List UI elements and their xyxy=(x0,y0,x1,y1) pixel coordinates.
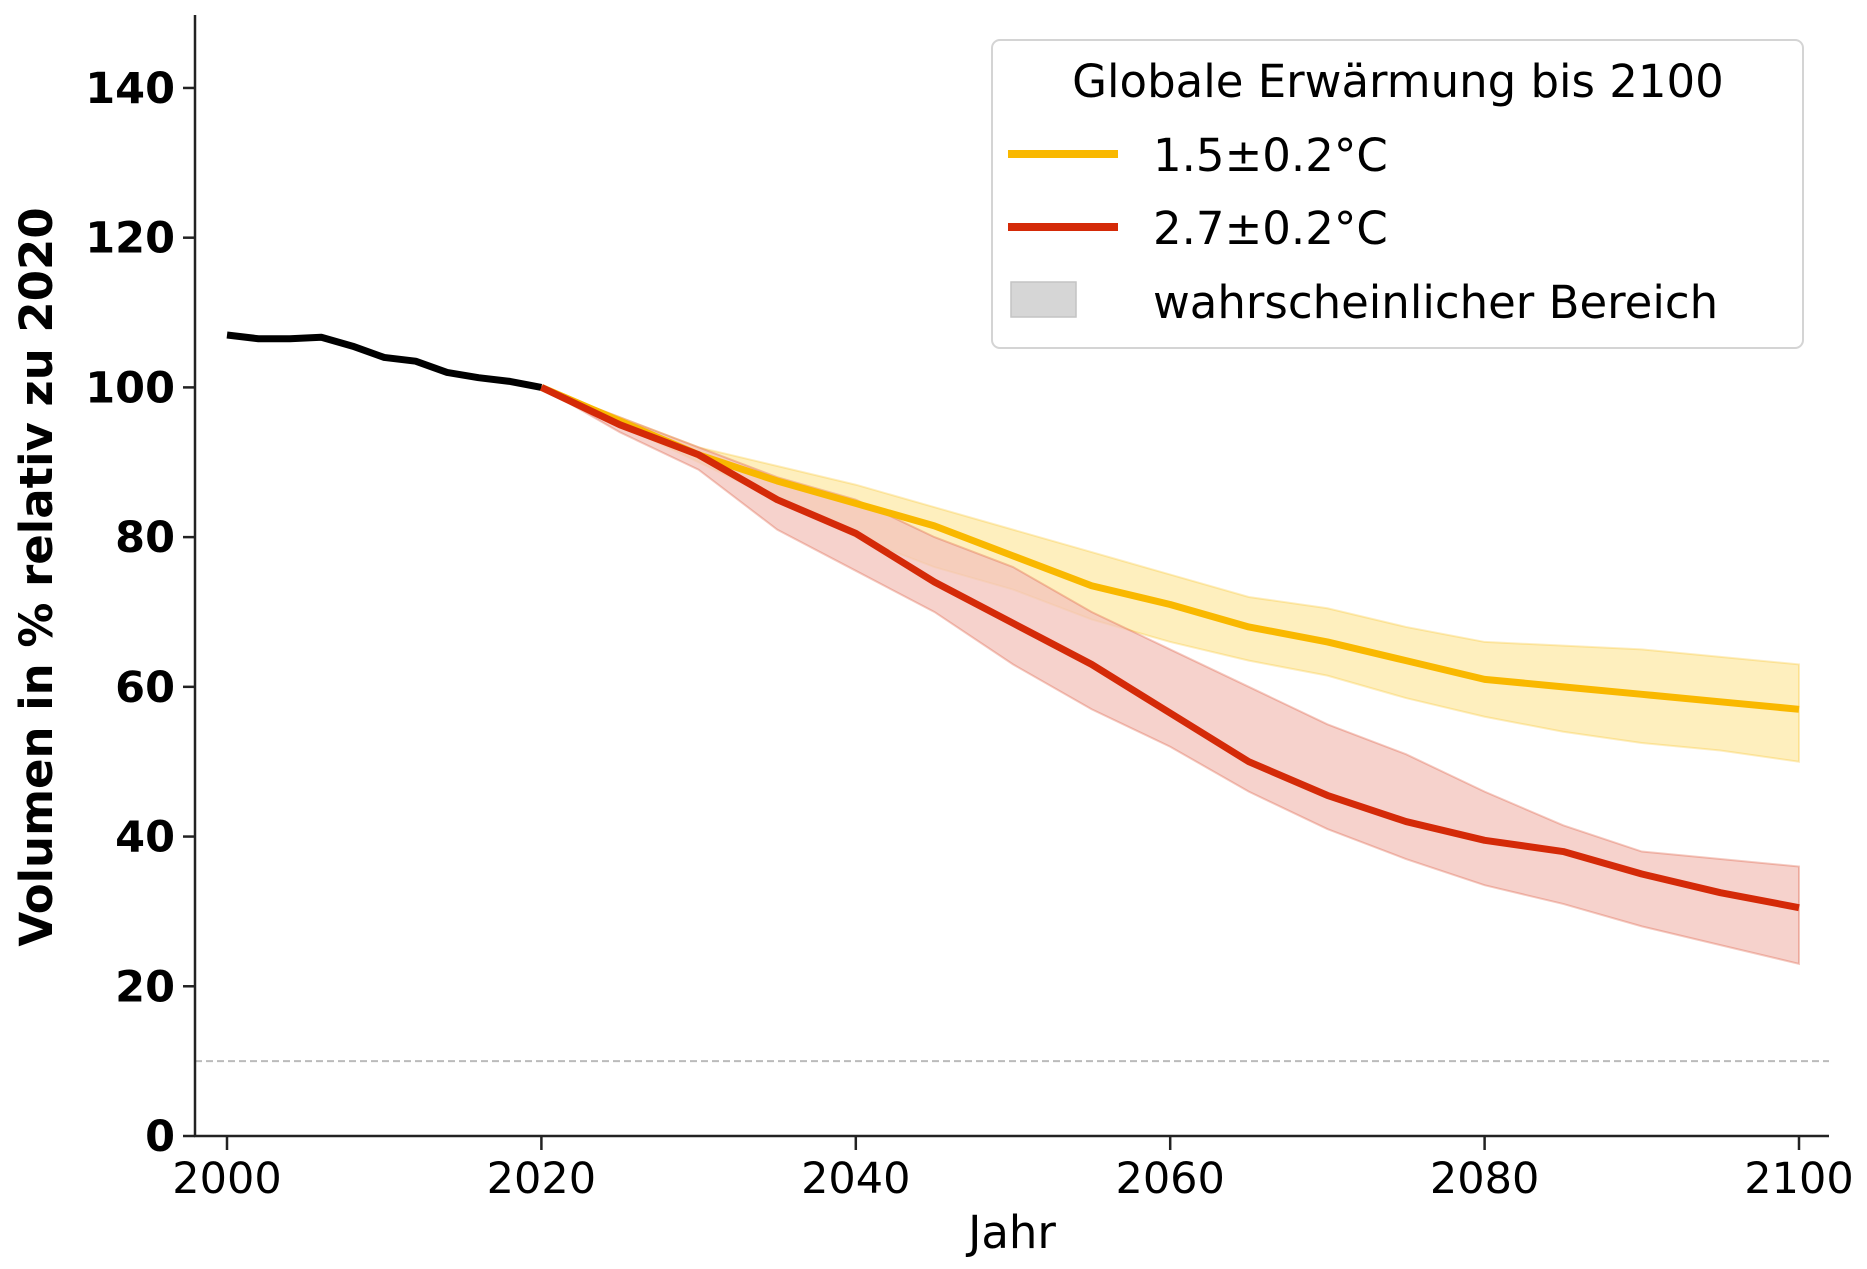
x-tick-label: 2020 xyxy=(487,1154,596,1204)
y-tick-label: 80 xyxy=(115,513,175,563)
x-tick-label: 2060 xyxy=(1115,1154,1224,1204)
historical-line xyxy=(226,331,543,391)
y-ticks: 0 20 40 60 80 100 120 140 xyxy=(85,64,195,1162)
x-tick-label: 2040 xyxy=(801,1154,910,1204)
series-lines xyxy=(226,331,1800,912)
x-tick-label: 2100 xyxy=(1744,1154,1853,1204)
x-tick-label: 2000 xyxy=(172,1154,281,1204)
y-tick-label: 100 xyxy=(85,363,175,413)
x-tick-label: 2080 xyxy=(1430,1154,1539,1204)
series-line-1 xyxy=(539,384,1800,912)
y-tick-label: 140 xyxy=(85,64,175,114)
y-tick-label: 0 xyxy=(145,1112,175,1162)
y-tick-label: 60 xyxy=(115,663,175,713)
legend-entry-range: wahrscheinlicher Bereich xyxy=(1153,276,1718,329)
legend-frame xyxy=(991,39,1804,349)
y-tick-label: 40 xyxy=(115,813,175,863)
x-axis-label: Jahr xyxy=(965,1206,1056,1259)
legend-entry-1-5: 1.5±0.2°C xyxy=(1153,129,1388,182)
legend: Globale Erwärmung bis 2100 1.5±0.2°C 2.7… xyxy=(991,39,1804,349)
series-line-0 xyxy=(540,384,1800,713)
x-ticks: 2000 2020 2040 2060 2080 2100 xyxy=(172,1136,1854,1204)
legend-title: Globale Erwärmung bis 2100 xyxy=(1072,55,1724,108)
legend-entry-2-7: 2.7±0.2°C xyxy=(1153,202,1388,255)
legend-swatch-range xyxy=(1010,281,1077,318)
y-axis-label: Volumen in % relativ zu 2020 xyxy=(10,207,63,946)
y-tick-label: 20 xyxy=(115,962,175,1012)
y-tick-label: 120 xyxy=(85,214,175,264)
